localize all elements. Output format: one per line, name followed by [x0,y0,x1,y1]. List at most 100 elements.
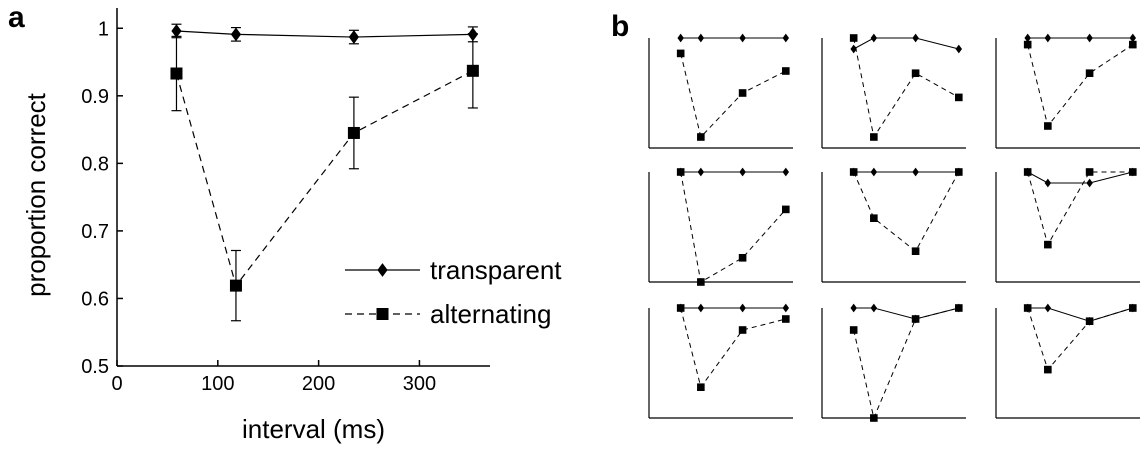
data-point [230,27,242,42]
legend-item-transparent: transparent [345,255,562,285]
x-axis-title: interval (ms) [242,414,385,444]
subplot-point [697,303,705,313]
x-tick-label: 100 [201,373,234,395]
subplot-series-line [1027,171,1133,184]
subplot-point [1086,178,1093,188]
subplot-1 [648,33,793,149]
subplot-8 [821,303,966,422]
y-tick-label: 1 [98,18,109,40]
legend-label: alternating [430,299,551,329]
y-tick-label: 0.7 [81,221,109,243]
subplot-point [850,44,857,54]
legend-item-alternating: alternating [345,299,551,329]
subplot-point [911,247,920,255]
subplot-point [676,168,685,176]
subplot-point [738,89,747,97]
subplot-point [870,133,878,141]
subplot-point [870,414,878,422]
y-tick-label: 0.6 [81,288,109,310]
subplot-point [738,326,747,334]
subplot-point [849,168,858,176]
subplot-point [912,167,919,177]
subplot-series-line [853,307,959,320]
subplot-point [1044,122,1052,130]
subplot-6 [995,167,1140,283]
subplot-point [1129,33,1137,43]
subplot-point [1044,240,1052,249]
x-tick-label: 200 [302,373,335,395]
subplot-point [676,304,685,312]
subplot-point [911,69,920,77]
chart-a: 0.5 0.6 0.7 0.8 0.9 1 0 100 200 300 interval (ms) p… [21,8,562,444]
subplot-point [697,167,705,177]
subplot-series-line [1027,44,1134,128]
subplot-point [1044,33,1052,43]
subplot-point [955,93,963,102]
series-transparent [171,23,478,45]
y-tick-label: 0.9 [81,86,109,108]
subplot-series-line [853,37,960,139]
subplot-4 [648,167,793,286]
subplot-point [739,303,746,313]
subplot-point [677,33,684,43]
subplot-point [739,167,746,177]
legend-marker [376,308,389,320]
subplot-9 [995,303,1140,419]
subplot-point [782,67,790,75]
subplot-series-line [680,53,787,139]
subplot-point [850,303,857,313]
y-tick-label: 0.8 [81,153,109,175]
subplot-point [1129,168,1137,176]
subplot-point [955,304,963,312]
subplot-point [676,49,685,58]
subplot-point [697,133,705,141]
legend-label: transparent [430,255,562,285]
subplot-point [782,303,790,313]
subplot-point [739,33,746,43]
subplot-7 [648,303,793,419]
subplot-point [955,44,963,54]
subplot-point [955,168,963,176]
subplot-point [1086,33,1093,43]
x-tick-label: 0 [111,373,122,395]
subplot-point [1024,33,1031,43]
panel-letter-a: a [8,1,25,34]
series-line [175,70,474,287]
subplot-point [1023,168,1032,176]
legend: transparent alternating [345,255,562,329]
subplot-point [1044,178,1052,188]
subplot-point [782,315,790,323]
data-point [347,126,360,139]
subplot-point [1085,317,1094,325]
subplot-point [849,34,858,42]
y-axis-title: proportion correct [21,92,51,297]
subplot-series-line [680,307,786,389]
subplot-point [870,33,878,43]
subplot-point [1085,168,1094,176]
subplot-5 [821,167,966,283]
series-alternating [170,33,479,322]
subplot-point [1129,304,1137,312]
subplot-2 [821,33,966,149]
subplot-point [1085,69,1094,77]
legend-marker [377,263,388,277]
data-point [170,67,183,80]
subplot-point [870,214,878,222]
x-tick-label: 300 [403,373,436,395]
subplot-series-line [680,171,787,283]
subplot-point [738,254,747,262]
subplot-point [911,315,920,323]
subplot-point [1044,303,1052,313]
subplot-point [1129,40,1137,49]
subplot-point [912,33,919,43]
subplot-point [1044,365,1052,374]
subplot-point [697,383,705,391]
subplot-point [870,167,878,177]
subplot-series-line [853,171,960,252]
panel-letter-b: b [611,10,629,43]
subplot-point [697,33,705,43]
data-point [171,24,182,38]
subplot-point [1023,304,1032,312]
data-point [348,30,360,44]
series-line [176,30,473,38]
